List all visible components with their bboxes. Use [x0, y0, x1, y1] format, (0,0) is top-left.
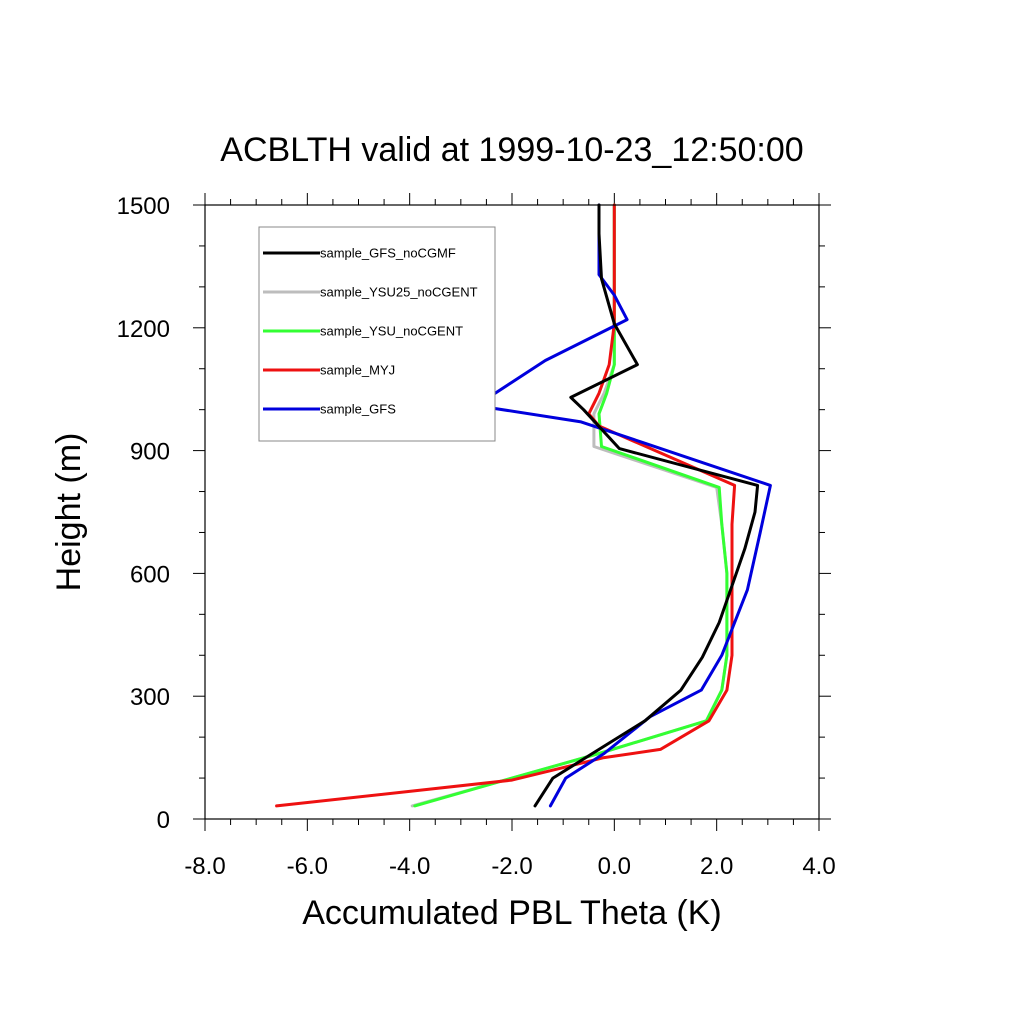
chart-title: ACBLTH valid at 1999-10-23_12:50:00	[220, 131, 803, 169]
x-tick-label: -8.0	[184, 853, 225, 880]
x-tick-label: -6.0	[287, 853, 328, 880]
x-tick-label: 0.0	[598, 853, 631, 880]
y-tick-label: 1200	[117, 316, 170, 343]
series-line-sample-gfs-nocgmf	[533, 203, 760, 808]
legend-entry: sample_YSU25_noCGENT	[320, 285, 478, 300]
series-line-sample-myj	[275, 203, 737, 808]
legend: sample_GFS_noCGMF sample_YSU25_noCGENTsam…	[258, 226, 496, 442]
tick-labels: -8.0 -6.0 -4.0 -2.0 0.0 2.0 4.0 0 300 600 900 1200 1…	[117, 193, 836, 880]
series-line-sample-gfs	[474, 203, 772, 808]
x-tick-label: -4.0	[389, 853, 430, 880]
x-axis-label: Accumulated PBL Theta (K)	[302, 894, 722, 932]
legend-entry: sample_YSU_noCGENT	[320, 324, 463, 339]
series-lines	[275, 203, 772, 808]
legend-entry: sample_MYJ	[320, 363, 395, 378]
x-tick-label: 4.0	[802, 853, 835, 880]
y-tick-label: 600	[130, 561, 170, 588]
ticks	[193, 193, 831, 831]
x-tick-label: -2.0	[491, 853, 532, 880]
y-tick-label: 900	[130, 439, 170, 466]
legend-entry: sample_GFS	[320, 402, 396, 417]
series-line-sample-ysu-nocgent	[413, 203, 729, 808]
y-tick-label: 300	[130, 684, 170, 711]
y-tick-label: 0	[157, 807, 170, 834]
x-tick-label: 2.0	[700, 853, 733, 880]
plot-frame	[204, 204, 820, 820]
legend-box	[258, 226, 496, 442]
legend-entry: sample_GFS_noCGMF	[320, 246, 456, 261]
y-axis-label: Height (m)	[50, 433, 88, 592]
y-tick-label: 1500	[117, 193, 170, 220]
